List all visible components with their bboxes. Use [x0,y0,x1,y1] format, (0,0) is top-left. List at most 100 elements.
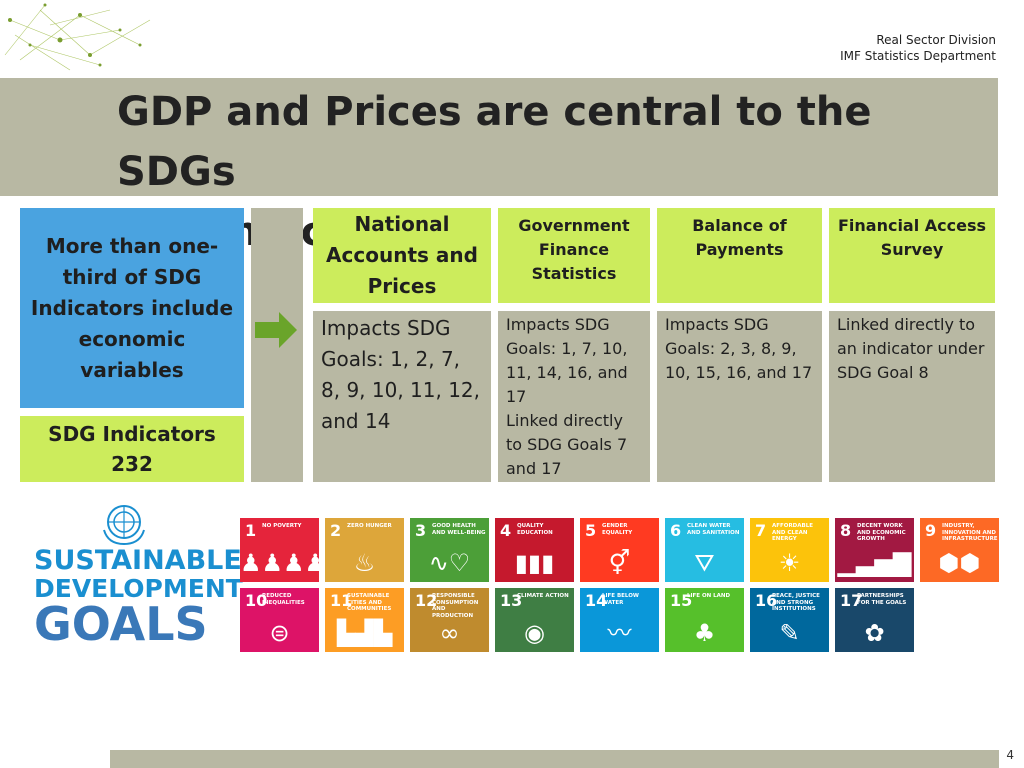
cubes-icon: ⬢⬢ [938,549,981,577]
goal-label: Clean Water and Sanitation [687,523,740,536]
goal-label: Life on Land [687,593,731,599]
col-4-heading: Financial Access Survey [837,216,987,259]
sdg-goal-tile-11: 11 Sustainable Cities and Communities ▙▟▙ [325,588,404,652]
heartbeat-icon: ∿♡ [428,549,471,577]
sdg-goal-tile-15: 15 Life on Land ♣ [665,588,744,652]
goal-number: 6 [670,521,682,540]
title-band [0,78,998,196]
goal-label: Climate Action [517,593,569,599]
rings-icon: ✿ [864,619,885,647]
sdg-goal-tile-16: 16 Peace, Justice and Strong Institutions… [750,588,829,652]
gender-icon: ⚥ [608,549,631,577]
goal-number: 8 [840,521,852,540]
sdg-goal-tile-8: 8 Decent Work and Economic Growth ▁▃▅▇ [835,518,914,582]
sdg-logo-line-2: DEVELOPMENT [34,574,243,603]
col-fas-body: Linked directly to an indicator under SD… [829,311,995,482]
bowl-icon: ♨ [353,549,376,577]
goal-label: Quality Education [517,523,553,536]
col-gov-finance-body: Impacts SDG Goals: 1, 7, 10, 11, 14, 16,… [498,311,650,482]
tree-icon: ♣ [693,619,716,647]
page-number: 4 [1006,748,1014,762]
goal-label: Peace, Justice and Strong Institutions [772,593,820,612]
network-logo-icon [4,3,151,71]
sdg-goal-tile-4: 4 Quality Education ▮▮▮ [495,518,574,582]
col-2-body-2: Linked directly to SDG Goals 7 and 17 [506,411,628,478]
goal-number: 3 [415,521,427,540]
goal-number: 2 [330,521,342,540]
equals-icon: ⊜ [269,619,290,647]
goal-number: 13 [500,591,523,610]
un-emblem-icon [103,505,145,546]
sdg-logo-goals-text: GOALS [34,597,208,651]
sdg-goal-tile-5: 5 Gender Equality ⚥ [580,518,659,582]
infinity-icon: ∞ [439,619,460,647]
goal-label: Gender Equality [602,523,633,536]
division-label: Real Sector Division [876,33,996,47]
sdg-goal-tile-12: 12 Responsible Consumption and Production… [410,588,489,652]
arrow-column [251,208,303,482]
col-1-heading: National Accounts and Prices [326,212,478,298]
goal-number: 9 [925,521,937,540]
sdg-goal-tiles: 1 No Poverty ♟♟♟♟ 2 Zero Hunger ♨ 3 Good Health… [240,518,999,652]
department-label: IMF Statistics Department [840,49,996,63]
sdg-goal-tile-10: 10 Reduced Inequalities ⊜ [240,588,319,652]
goal-number: 7 [755,521,767,540]
goal-number: 17 [840,591,863,610]
sun-icon: ☀ [778,549,801,577]
sdg-share-text: More than one-third of SDG Indicators in… [30,233,234,382]
right-arrow-icon [255,312,297,348]
sdg-goal-tile-2: 2 Zero Hunger ♨ [325,518,404,582]
goal-number: 14 [585,591,608,610]
col-2-heading: Government Finance Statistics [518,216,630,283]
sdg-goal-tile-14: 14 Life Below Water 〰 [580,588,659,652]
goal-number: 11 [330,591,353,610]
family-icon: ♟♟♟♟ [240,549,319,577]
city-icon: ▙▟▙ [336,619,393,647]
col-gov-finance-heading: Government Finance Statistics [498,208,650,303]
goal-number: 4 [500,521,512,540]
goal-label: Life Below Water [602,593,639,606]
goal-label: No Poverty [262,523,302,529]
sdg-indicators-box: SDG Indicators 232 [20,416,244,482]
water-icon: ⛛ [694,549,715,577]
col-bop-body: Impacts SDG Goals: 2, 3, 8, 9, 10, 15, 1… [657,311,822,482]
col-4-body: Linked directly to an indicator under SD… [837,315,985,382]
footer-bar [110,750,999,768]
col-2-body: Impacts SDG Goals: 1, 7, 10, 11, 14, 16,… [506,315,628,406]
goal-label: Sustainable Cities and Communities [347,593,392,612]
goal-label: Decent Work and Economic Growth [857,523,906,542]
goal-number: 12 [415,591,438,610]
sdg-indicators-label: SDG Indicators [48,422,216,446]
sdg-logo-line-1: SUSTAINABLE [34,545,242,576]
book-icon: ▮▮▮ [514,549,555,577]
goal-label: Affordable and Clean Energy [772,523,813,542]
goal-label: Industry, Innovation and Infrastructure [942,523,998,542]
sdg-goal-tile-3: 3 Good Health and Well-Being ∿♡ [410,518,489,582]
col-national-accounts-body: Impacts SDG Goals: 1, 2, 7, 8, 9, 10, 11… [313,311,491,482]
goal-number: 1 [245,521,257,540]
sdg-goal-tile-7: 7 Affordable and Clean Energy ☀ [750,518,829,582]
sdg-goal-tile-17: 17 Partnerships for the Goals ✿ [835,588,914,652]
eye-globe-icon: ◉ [524,619,545,647]
col-1-body: Impacts SDG Goals: 1, 2, 7, 8, 9, 10, 11… [321,316,481,433]
sdg-goal-tile-6: 6 Clean Water and Sanitation ⛛ [665,518,744,582]
fish-icon: 〰 [607,619,632,647]
goal-number: 5 [585,521,597,540]
goal-number: 15 [670,591,693,610]
col-bop-heading: Balance of Payments [657,208,822,303]
goal-label: Responsible Consumption and Production [432,593,479,619]
col-3-heading: Balance of Payments [692,216,787,259]
goal-label: Zero Hunger [347,523,392,529]
col-national-accounts-heading: National Accounts and Prices [313,208,491,303]
sdg-logo-line-3: GOALS [34,598,208,650]
title-line-1: GDP and Prices are central to the SDGs [117,89,872,195]
dove-icon: ✎ [779,619,800,647]
col-3-body: Impacts SDG Goals: 2, 3, 8, 9, 10, 15, 1… [665,315,813,382]
growth-chart-icon: ▁▃▅▇ [837,549,912,577]
goal-label: Good Health and Well-Being [432,523,486,536]
sdg-goal-tile-9: 9 Industry, Innovation and Infrastructure… [920,518,999,582]
col-fas-heading: Financial Access Survey [829,208,995,303]
sdg-goal-tile-1: 1 No Poverty ♟♟♟♟ [240,518,319,582]
sdg-indicators-count: 232 [111,452,153,476]
goal-label: Reduced Inequalities [262,593,305,606]
